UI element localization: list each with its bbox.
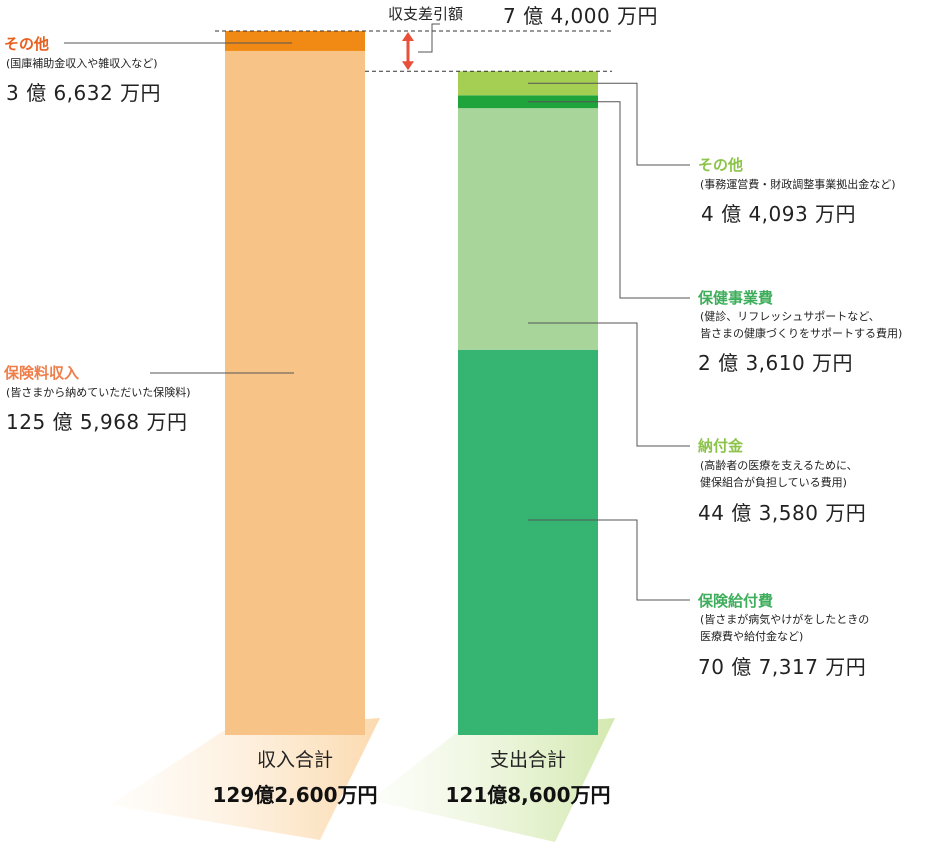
expense-other-leader [528, 82, 690, 166]
bar-segment-insurance-benefit [458, 349, 598, 735]
premium-income-amount: 125 億 5,968 万円 [6, 410, 188, 434]
insurance-benefit-note: (皆さまが病気やけがをしたときの 医療費や給付金など) [700, 613, 870, 643]
income-other-amount: 3 億 6,632 万円 [6, 81, 162, 105]
contribution-note: (高齢者の医療を支えるために、 健保組合が負担している費用) [700, 459, 858, 489]
insurance-benefit-amount: 70 億 7,317 万円 [698, 655, 867, 679]
contribution-title: 納付金 [698, 437, 744, 455]
expense-other-title: その他 [698, 156, 744, 174]
health-program-title: 保健事業費 [698, 289, 774, 307]
difference-arrow-head-down [402, 61, 414, 71]
expense-total-amount: 121億8,600万円 [445, 783, 611, 807]
expense-floor-shadow [370, 718, 615, 842]
bar-segment-contribution [458, 108, 598, 350]
expense-total-label: 支出合計 [489, 749, 566, 771]
income-other-note: (国庫補助金収入や雑収入など) [6, 57, 158, 70]
difference-label: 収支差引額 [388, 5, 464, 23]
income-other-title: その他 [4, 35, 50, 53]
difference-leader-line [418, 23, 440, 53]
income-total-label: 収入合計 [256, 749, 333, 771]
expense-other-amount: 4 億 4,093 万円 [701, 202, 857, 226]
insurance-benefit-title: 保険給付費 [698, 592, 774, 610]
contribution-amount: 44 億 3,580 万円 [698, 501, 867, 525]
bar-segment-income-other [225, 31, 365, 51]
income-total-amount: 129億2,600万円 [212, 783, 378, 807]
income-floor-shadow [110, 718, 380, 840]
premium-income-title: 保険料収入 [4, 364, 80, 382]
difference-arrow-head-up [402, 32, 414, 41]
premium-income-note: (皆さまから納めていただいた保険料) [6, 386, 191, 399]
contribution-leader [528, 322, 690, 447]
health-program-note: (健診、リフレッシュサポートなど、 皆さまの健康づくりをサポートする費用) [700, 310, 903, 340]
difference-amount: 7 億 4,000 万円 [503, 4, 659, 28]
health-program-amount: 2 億 3,610 万円 [698, 351, 854, 375]
insurance-benefit-leader [528, 519, 690, 601]
bar-segment-premium-income [225, 50, 365, 735]
health-program-leader [528, 101, 690, 299]
expense-other-note: (事務運営費・財政調整事業拠出金など) [700, 178, 896, 191]
